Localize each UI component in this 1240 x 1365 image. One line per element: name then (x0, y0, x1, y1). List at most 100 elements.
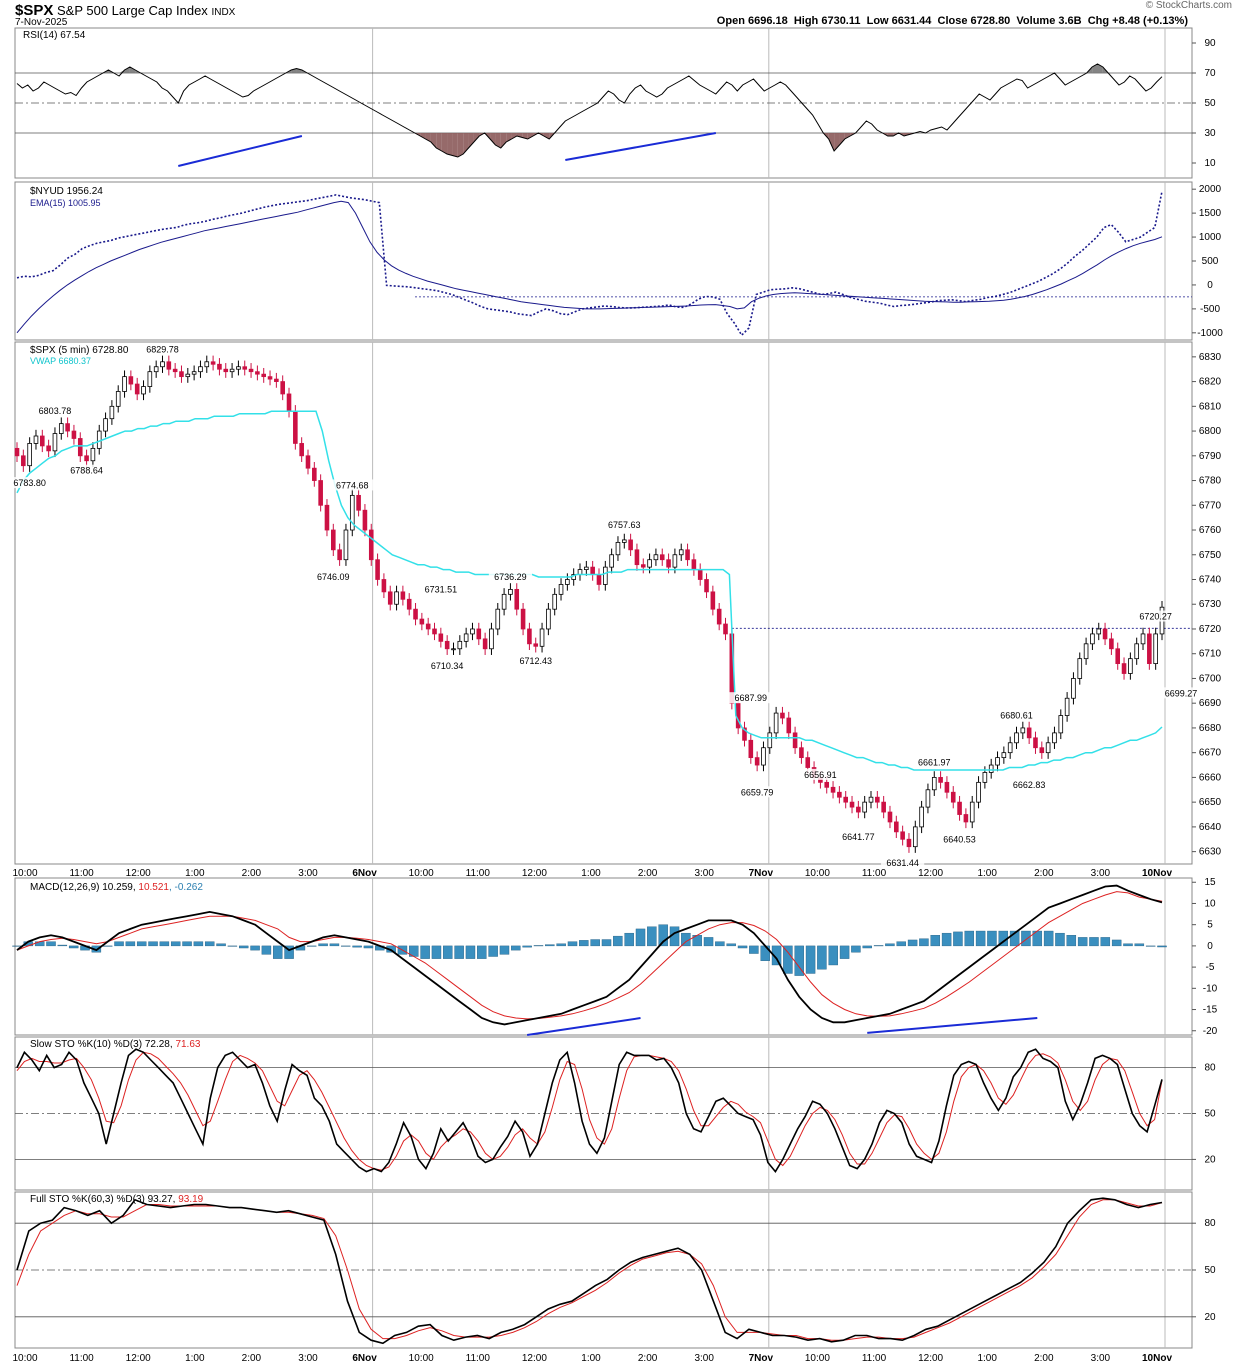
price-candle (179, 371, 184, 378)
rsi-divergence-line (565, 132, 717, 161)
rsi-fill (516, 133, 523, 138)
price-label: 6640.53 (943, 834, 976, 844)
price-candle (261, 373, 267, 378)
price-candle (716, 608, 722, 625)
price-tick-label: 6820 (1199, 377, 1222, 388)
time-axis-mid-label: 10:00 (805, 868, 830, 879)
price-candle (419, 618, 425, 625)
price-candle (343, 529, 349, 561)
price-tick-label: 6740 (1199, 574, 1222, 585)
price-candle (887, 811, 893, 823)
macd-histogram-bar (443, 945, 453, 959)
rsi-tick-label: 70 (1204, 68, 1216, 79)
nyud-tick-label: 500 (1202, 256, 1219, 267)
price-candle (1140, 633, 1146, 645)
price-label-bg (488, 570, 533, 582)
price-label: 6687.99 (735, 693, 768, 703)
full_sto-title: Full STO %K(60,3) %D(3) 93.27, 93.19 (30, 1194, 204, 1205)
nyud-legend-main: $NYUD 1956.24 (30, 186, 103, 197)
price-candle (33, 435, 39, 444)
price-candle (615, 541, 621, 556)
price-candle (912, 826, 918, 848)
macd-histogram-bar (839, 945, 850, 959)
price-candle (603, 566, 608, 585)
macd-histogram-bar (771, 945, 782, 966)
price-candle (742, 727, 747, 741)
slow_sto-title: Slow STO %K(10) %D(3) 72.28, 71.63 (30, 1039, 201, 1050)
price-candle (792, 732, 798, 749)
price-candle (1020, 727, 1026, 734)
symbol: $SPX (15, 2, 54, 19)
price-label: 6829.78 (146, 344, 179, 354)
price-candle (666, 559, 671, 568)
price-candle (1096, 628, 1102, 635)
price-candle (1090, 633, 1095, 645)
price-candle (723, 623, 728, 635)
price-candle (470, 628, 475, 635)
price-candle (653, 554, 659, 561)
price-candle (198, 366, 203, 373)
rsi-fill (468, 133, 474, 148)
rsi-fill (124, 67, 130, 73)
macd-histogram-bar (182, 941, 192, 947)
rsi-title: RSI(14) 67.54 (23, 30, 86, 41)
price-candle (1033, 737, 1038, 749)
macd-histogram-bar (227, 945, 238, 947)
macd-histogram-bar (930, 935, 941, 947)
price-candle (957, 801, 962, 815)
time-axis-bottom-label: 10Nov (1142, 1353, 1172, 1364)
price-candle (919, 806, 924, 828)
price-candle (944, 781, 950, 793)
time-axis-bottom-label: 10:00 (409, 1353, 434, 1364)
price-candle (514, 588, 520, 610)
macd-title-part: , -0.262 (169, 882, 203, 893)
macd-divergence-line (867, 1017, 1038, 1034)
price-label-bg (881, 856, 925, 868)
symbol-name: S&P 500 Large Cap Index (56, 3, 208, 18)
price-label-bg (311, 571, 355, 583)
price-candle (286, 393, 292, 412)
macd-histogram-bar (601, 939, 612, 947)
macd-histogram-bar (1055, 932, 1065, 947)
price-candle (678, 549, 684, 556)
price-candle (1064, 697, 1070, 716)
macd-histogram-bar (919, 938, 929, 947)
price-candle (318, 480, 323, 506)
price-candle (963, 814, 969, 823)
macd-histogram-bar (805, 945, 816, 974)
price-candle (141, 386, 146, 395)
time-axis-mid-label: 2:00 (1034, 868, 1054, 879)
price-candle (463, 633, 469, 642)
time-axis-bottom-label: 10:00 (12, 1353, 37, 1364)
full_sto-d-line (16, 1199, 1163, 1341)
macd-histogram-bar (624, 932, 634, 947)
time-axis-mid-label: 2:00 (638, 868, 658, 879)
price-tick-label: 6830 (1199, 352, 1222, 363)
time-axis-mid-label: 1:00 (977, 868, 997, 879)
price-label-bg (330, 479, 374, 491)
macd-histogram-bar (1021, 930, 1031, 947)
slow_sto-title-part: Slow STO %K(10) %D(3) 72.28, (30, 1039, 175, 1050)
macd-histogram-bar (204, 941, 215, 947)
time-axis-bottom-label: 11:00 (862, 1353, 887, 1364)
price-tick-label: 6800 (1199, 426, 1222, 437)
price-candle (77, 438, 83, 457)
price-candle (849, 801, 855, 808)
rsi-fill (129, 67, 136, 73)
price-candle (786, 717, 792, 734)
time-axis-mid-label: 12:00 (918, 868, 943, 879)
price-candle (609, 554, 614, 568)
price-candle (242, 366, 248, 370)
price-label: 6712.43 (519, 656, 552, 666)
price-label: 6661.97 (918, 758, 951, 768)
time-axis-bottom-label: 2:00 (638, 1353, 658, 1364)
time-axis-bottom-label: 2:00 (242, 1353, 262, 1364)
macd-histogram-bar (511, 945, 521, 951)
price-candle (710, 591, 716, 610)
macd-histogram-bar (261, 945, 272, 955)
price-candle (482, 638, 488, 650)
price-candle (969, 801, 975, 823)
price-label-bg (33, 405, 77, 417)
macd-histogram-bar (737, 945, 748, 949)
price-candle (697, 569, 703, 580)
